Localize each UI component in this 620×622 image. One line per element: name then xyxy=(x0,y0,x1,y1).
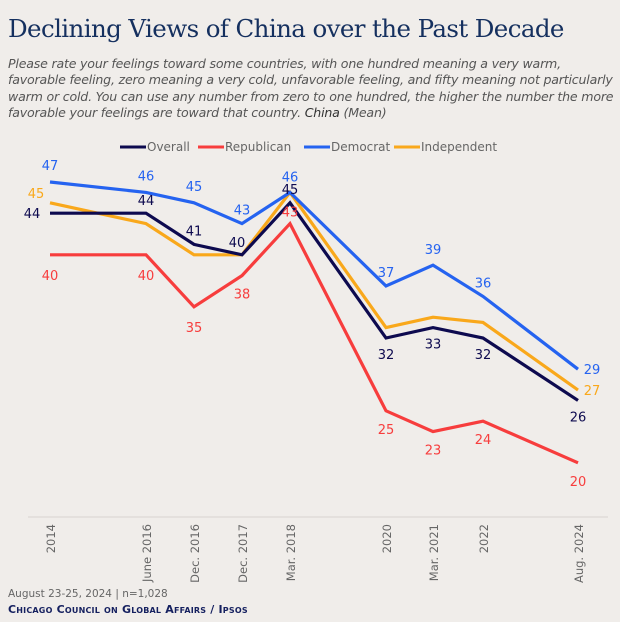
series-line-independent xyxy=(49,189,579,392)
source-note: Chicago Council on Global Affairs / Ipso… xyxy=(8,603,248,616)
data-label-republican: 40 xyxy=(138,269,155,284)
data-label-overall: 32 xyxy=(378,348,395,363)
data-label-overall: 44 xyxy=(138,194,155,209)
x-tick-label: Dec. 2016 xyxy=(188,524,202,583)
data-label-republican: 38 xyxy=(234,288,251,303)
data-label-democrat: 39 xyxy=(425,243,442,258)
data-label-democrat: 29 xyxy=(584,363,601,378)
data-label-overall: 32 xyxy=(475,348,492,363)
data-label-democrat: 37 xyxy=(378,266,395,281)
chart-subtitle: Please rate your feelings toward some co… xyxy=(8,56,620,122)
data-label-democrat: 43 xyxy=(234,204,251,219)
data-label-democrat: 46 xyxy=(282,170,299,185)
data-label-republican: 35 xyxy=(186,321,203,336)
data-label-republican: 24 xyxy=(475,433,492,448)
data-label-overall: 40 xyxy=(229,236,246,251)
data-label-overall: 26 xyxy=(570,410,587,425)
legend-label: Republican xyxy=(225,140,291,154)
data-label-overall: 44 xyxy=(24,207,41,222)
data-label-republican: 23 xyxy=(425,444,442,459)
chart-title: Declining Views of China over the Past D… xyxy=(8,14,564,43)
data-label-republican: 43 xyxy=(282,206,299,221)
data-label-republican: 40 xyxy=(42,269,59,284)
data-label-overall: 33 xyxy=(425,338,442,353)
data-label-republican: 20 xyxy=(570,475,587,490)
x-tick-label: 2014 xyxy=(44,524,58,553)
series-line-republican xyxy=(50,220,579,465)
x-tick-label: 2022 xyxy=(477,524,491,553)
series-line-overall xyxy=(50,200,579,402)
x-tick-label: Aug. 2024 xyxy=(572,524,586,583)
legend-label: Overall xyxy=(147,140,190,154)
series-line-democrat xyxy=(49,180,579,371)
x-tick-label: Dec. 2017 xyxy=(236,524,250,583)
x-tick-label: June 2016 xyxy=(140,524,154,583)
data-label-independent: 45 xyxy=(28,187,45,202)
data-label-republican: 25 xyxy=(378,423,395,438)
country-label: China xyxy=(304,105,340,121)
fieldwork-note: August 23-25, 2024 | n=1,028 xyxy=(8,588,168,600)
data-label-overall: 41 xyxy=(186,224,203,239)
x-tick-label: 2020 xyxy=(380,524,394,553)
x-tick-label: Mar. 2018 xyxy=(284,524,298,581)
question-text: Please rate your feelings toward some co… xyxy=(8,56,614,121)
x-tick-label: Mar. 2021 xyxy=(427,524,441,581)
data-label-democrat: 47 xyxy=(42,159,59,174)
data-label-independent: 27 xyxy=(584,384,601,399)
data-label-democrat: 36 xyxy=(475,276,492,291)
measure-label: (Mean) xyxy=(343,105,387,121)
data-label-overall: 45 xyxy=(282,183,299,198)
legend-label: Independent xyxy=(421,140,497,154)
legend-label: Democrat xyxy=(331,140,391,154)
data-label-democrat: 46 xyxy=(138,169,155,184)
data-label-democrat: 45 xyxy=(186,180,203,195)
